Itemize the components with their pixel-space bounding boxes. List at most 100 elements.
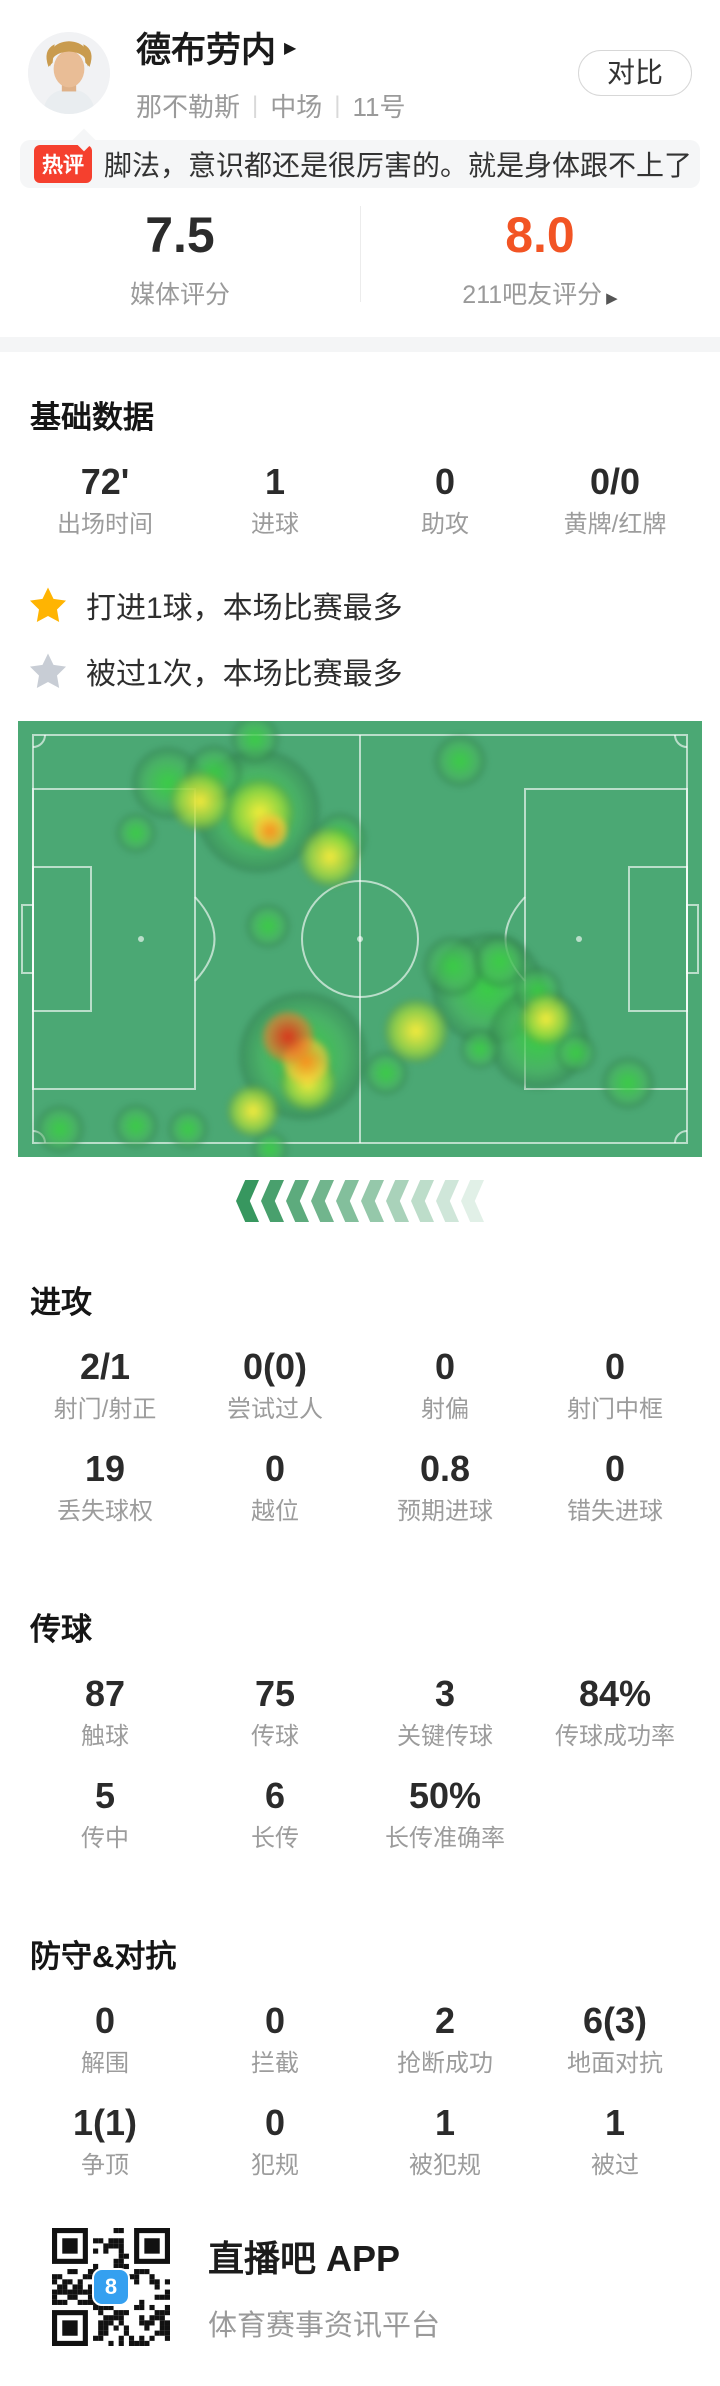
heat-blob-orange: [252, 813, 288, 849]
heat-blob-green: [460, 1029, 500, 1069]
defense-stats-grid: 0 解围 0 拦截 2 抢断成功 6(3) 地面对抗 1(1) 争顶 0 犯规 1 被犯规 1 被过: [20, 2000, 700, 2180]
stat-cell: 0 射门中框: [530, 1346, 700, 1424]
stat-value: 50%: [408, 1775, 482, 1816]
stat-label: 触球: [81, 1723, 129, 1750]
heat-blob-red: [262, 1011, 314, 1063]
stat-label: 助攻: [421, 511, 469, 538]
stat-label: 丢失球权: [57, 1498, 153, 1525]
pitch-markings: [21, 734, 699, 1144]
stat-cell: 0 射偏: [360, 1346, 530, 1424]
stat-value: 0: [94, 2000, 116, 2041]
player-position: 中场: [270, 92, 323, 122]
name-arrow-icon: ▶: [284, 39, 297, 57]
stat-label: 解围: [81, 2050, 129, 2077]
heat-blob-green: [114, 1104, 158, 1148]
stat-cell: 0 拦截: [190, 2000, 360, 2078]
stat-label: 进球: [251, 511, 299, 538]
heat-blob-yellow: [170, 771, 230, 831]
stat-cell: 0 解围: [20, 2000, 190, 2078]
media-rating-label: 媒体评分: [129, 281, 230, 309]
stat-label: 射门中框: [567, 1396, 663, 1423]
hot-comment-bubble[interactable]: 热评 脚法，意识都还是很厉害的。就是身体跟不上了: [20, 140, 700, 188]
left-chevron-icon: [411, 1180, 434, 1222]
heat-blob-yellow: [384, 999, 448, 1063]
left-chevron-icon: [261, 1180, 284, 1222]
stat-label: 争顶: [81, 2152, 129, 2179]
heat-blob-green: [556, 1033, 596, 1073]
heat-blob-yellow: [227, 1085, 279, 1137]
stat-label: 长传: [251, 1825, 299, 1852]
stat-label: 被犯规: [409, 2152, 481, 2179]
stat-value: 2: [434, 2000, 456, 2041]
attack-direction-arrows: [0, 1179, 720, 1223]
stat-value: 0: [434, 1346, 456, 1387]
stat-label: 预期进球: [397, 1498, 493, 1525]
player-number: 11号: [352, 92, 406, 122]
ratings-row: 7.5 媒体评分 8.0 211吧友评分 ▶: [0, 188, 720, 337]
stat-value: 87: [84, 1673, 126, 1714]
heat-blob-green: [423, 936, 483, 996]
stat-cell: 6(3) 地面对抗: [530, 2000, 700, 2078]
stat-row: 0 解围 0 拦截 2 抢断成功 6(3) 地面对抗: [20, 2000, 700, 2078]
left-chevron-icon: [461, 1180, 484, 1222]
stat-value: 72': [80, 461, 130, 502]
player-avatar[interactable]: [28, 32, 110, 114]
stat-cell: 1 被过: [530, 2102, 700, 2180]
gold-star-icon: [30, 587, 66, 622]
stat-value: 2/1: [79, 1346, 131, 1387]
section-basic-stats: 基础数据 72' 出场时间 1 进球 0 助攻 0/0 黄牌/红牌: [0, 352, 720, 539]
stat-value: 84%: [578, 1673, 652, 1714]
ratings-divider: [360, 206, 361, 302]
stat-label: 关键传球: [397, 1723, 493, 1750]
app-name: 直播吧 APP: [208, 2238, 401, 2279]
left-chevron-icon: [436, 1180, 459, 1222]
stat-row: 19 丢失球权 0 越位 0.8 预期进球 0 错失进球: [20, 1448, 700, 1526]
stat-label: 拦截: [251, 2050, 299, 2077]
stat-label: 越位: [251, 1498, 299, 1525]
section-passing-stats: 传球 87 触球 75 传球 3 关键传球 84% 传球成功率 5 传中 6 长传 50% 长传准确率: [0, 1550, 720, 1853]
stat-cell: 0 助攻: [360, 461, 530, 539]
heat-blob-green: [116, 813, 156, 853]
stat-label: 犯规: [251, 2152, 299, 2179]
stat-cell: 84% 传球成功率: [530, 1673, 700, 1751]
passing-stats-grid: 87 触球 75 传球 3 关键传球 84% 传球成功率 5 传中 6 长传 50% 长传准确率: [20, 1673, 700, 1853]
stat-row: 87 触球 75 传球 3 关键传球 84% 传球成功率: [20, 1673, 700, 1751]
section-title: 进攻: [30, 1285, 92, 1320]
stat-value: 6: [264, 1775, 286, 1816]
stat-cell: 2 抢断成功: [360, 2000, 530, 2078]
basic-stats-grid: 72' 出场时间 1 进球 0 助攻 0/0 黄牌/红牌: [20, 461, 700, 539]
stat-value: 75: [254, 1673, 296, 1714]
media-rating-score: 7.5: [145, 207, 215, 263]
heat-blob-green: [246, 904, 290, 948]
stat-cell: 1 被犯规: [360, 2102, 530, 2180]
stat-value: 0: [264, 1448, 286, 1489]
stat-label: 错失进球: [567, 1498, 663, 1525]
section-attack-stats: 进攻 2/1 射门/射正 0(0) 尝试过人 0 射偏 0 射门中框 19 丢失球权 0 越位 0.8 预…: [0, 1223, 720, 1526]
player-name-row[interactable]: 德布劳内 ▶: [136, 22, 578, 73]
stat-value: 6(3): [582, 2000, 648, 2041]
attack-stats-grid: 2/1 射门/射正 0(0) 尝试过人 0 射偏 0 射门中框 19 丢失球权 0 越位 0.8 预期进球…: [20, 1346, 700, 1526]
stat-value: 1(1): [72, 2102, 138, 2143]
stat-cell: 19 丢失球权: [20, 1448, 190, 1526]
player-subinfo: 那不勒斯 | 中场 | 11号: [136, 87, 578, 124]
stat-row: 72' 出场时间 1 进球 0 助攻 0/0 黄牌/红牌: [20, 461, 700, 539]
qr-code: 8: [52, 2228, 170, 2346]
stat-row: 2/1 射门/射正 0(0) 尝试过人 0 射偏 0 射门中框: [20, 1346, 700, 1424]
stat-value: 3: [434, 1673, 456, 1714]
player-name: 德布劳内: [136, 31, 277, 70]
stat-label: 尝试过人: [227, 1396, 323, 1423]
stat-cell: 72' 出场时间: [20, 461, 190, 539]
left-chevron-icon: [386, 1180, 409, 1222]
left-chevron-icon: [286, 1180, 309, 1222]
stat-cell: 0.8 预期进球: [360, 1448, 530, 1526]
fans-rating[interactable]: 8.0 211吧友评分 ▶: [360, 208, 720, 311]
stat-cell: 87 触球: [20, 1673, 190, 1751]
compare-button[interactable]: 对比: [577, 50, 692, 96]
heat-blob-green: [602, 1057, 654, 1109]
stat-label: 黄牌/红牌: [563, 511, 667, 538]
section-defense-stats: 防守&对抗 0 解围 0 拦截 2 抢断成功 6(3) 地面对抗 1(1) 争顶 0 犯规 1 被犯规 1 被…: [0, 1877, 720, 2180]
section-title: 基础数据: [30, 400, 154, 435]
app-footer: 8 直播吧 APP 体育赛事资讯平台: [52, 2228, 720, 2386]
stat-row: 5 传中 6 长传 50% 长传准确率: [20, 1775, 700, 1853]
stat-label: 射门/射正: [53, 1396, 157, 1423]
